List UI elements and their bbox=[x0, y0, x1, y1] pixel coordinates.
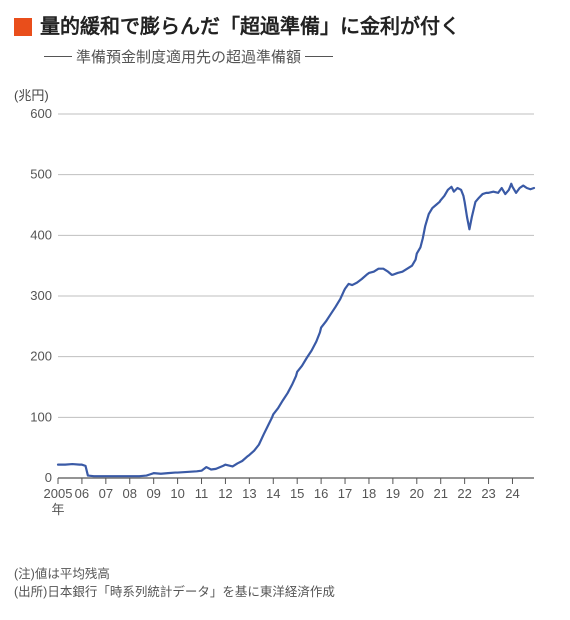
x-tick-label: 23 bbox=[481, 486, 495, 501]
y-tick-label: 100 bbox=[30, 409, 52, 424]
footnotes: (注)値は平均残高 (出所)日本銀行「時系列統計データ」を基に東洋経済作成 bbox=[14, 565, 335, 603]
x-tick-label: 19 bbox=[386, 486, 400, 501]
subtitle-dash-left bbox=[44, 56, 72, 57]
note-label: (注) bbox=[14, 567, 35, 581]
subtitle-dash-right bbox=[305, 56, 333, 57]
x-tick-label: 14 bbox=[266, 486, 280, 501]
note-text: 値は平均残高 bbox=[35, 567, 110, 581]
source-label: (出所) bbox=[14, 585, 47, 599]
y-axis-unit-label: (兆円) bbox=[14, 85, 556, 104]
x-tick-label: 22 bbox=[457, 486, 471, 501]
x-tick-label: 13 bbox=[242, 486, 256, 501]
x-tick-label: 15 bbox=[290, 486, 304, 501]
data-series-line bbox=[58, 184, 534, 476]
source-text: 日本銀行「時系列統計データ」を基に東洋経済作成 bbox=[47, 585, 335, 599]
y-tick-label: 500 bbox=[30, 167, 52, 182]
y-tick-label: 400 bbox=[30, 227, 52, 242]
x-tick-label: 11 bbox=[195, 486, 209, 501]
y-tick-label: 0 bbox=[45, 470, 52, 485]
note-line: (注)値は平均残高 bbox=[14, 565, 335, 584]
page-title: 量的緩和で膨らんだ「超過準備」に金利が付く bbox=[40, 14, 460, 40]
x-tick-label: 24 bbox=[505, 486, 519, 501]
x-tick-label: 21 bbox=[433, 486, 447, 501]
x-tick-label: 20 bbox=[410, 486, 424, 501]
x-tick-label: 07 bbox=[99, 486, 113, 501]
x-tick-label: 12 bbox=[218, 486, 232, 501]
x-tick-label: 10 bbox=[170, 486, 184, 501]
y-tick-label: 600 bbox=[30, 106, 52, 121]
source-line: (出所)日本銀行「時系列統計データ」を基に東洋経済作成 bbox=[14, 583, 335, 602]
x-tick-label: 06 bbox=[75, 486, 89, 501]
y-tick-label: 300 bbox=[30, 288, 52, 303]
x-tick-label: 08 bbox=[123, 486, 137, 501]
page-root: 量的緩和で膨らんだ「超過準備」に金利が付く 準備預金制度適用先の超過準備額 (兆… bbox=[0, 0, 570, 620]
subtitle-text: 準備預金制度適用先の超過準備額 bbox=[76, 46, 301, 67]
x-tick-label: 16 bbox=[314, 486, 328, 501]
x-tick-label: 17 bbox=[338, 486, 352, 501]
title-marker bbox=[14, 18, 32, 36]
line-chart: 0 100 200 300 400 500 600 200506 07 08 09 10 11 12 13 1… bbox=[14, 106, 544, 526]
x-axis-year-suffix: 年 bbox=[51, 502, 64, 517]
chart-area: (兆円) 0 100 200 300 400 500 600 200506 07 08 09 10 11… bbox=[14, 85, 556, 531]
x-tick-label: 09 bbox=[146, 486, 160, 501]
subtitle-row: 準備預金制度適用先の超過準備額 bbox=[40, 46, 556, 67]
x-tick-label: 18 bbox=[362, 486, 376, 501]
x-tick-label: 2005 bbox=[44, 486, 73, 501]
title-row: 量的緩和で膨らんだ「超過準備」に金利が付く bbox=[14, 14, 556, 40]
y-tick-label: 200 bbox=[30, 349, 52, 364]
